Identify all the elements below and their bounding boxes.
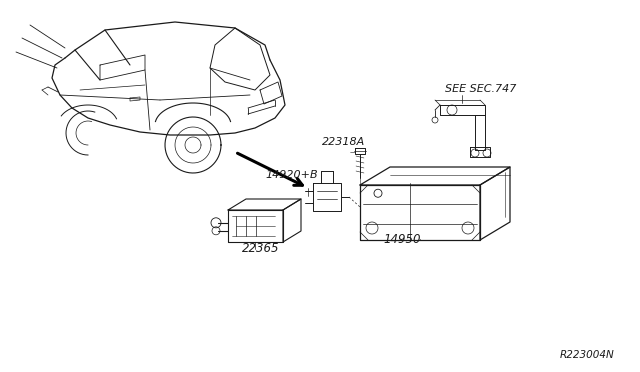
Text: 22365: 22365 — [242, 242, 280, 255]
Text: 22318A: 22318A — [322, 137, 365, 147]
Text: 14950: 14950 — [383, 233, 420, 246]
Text: 14920+B: 14920+B — [265, 170, 317, 180]
Text: SEE SEC.747: SEE SEC.747 — [445, 84, 516, 94]
Text: R223004N: R223004N — [560, 350, 615, 360]
